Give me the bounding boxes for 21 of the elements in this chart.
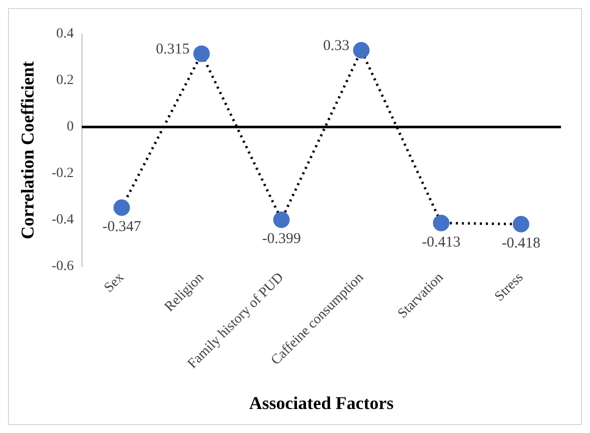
y-axis-title: Correlation Coefficient: [17, 61, 38, 240]
y-tick-label: -0.4: [52, 212, 74, 228]
data-label: -0.399: [262, 231, 301, 248]
y-tick-label: -0.2: [52, 166, 74, 182]
point: [432, 214, 450, 232]
point: [113, 199, 130, 216]
point: [353, 42, 370, 59]
x-axis-title: Associated Factors: [249, 392, 394, 413]
data-label: -0.347: [102, 219, 142, 236]
data-label: -0.413: [422, 234, 461, 250]
y-tick-label: 0.2: [56, 73, 74, 88]
y-tick-label: 0: [66, 120, 74, 135]
point: [193, 46, 210, 62]
point: [273, 212, 290, 228]
data-label: 0.315: [156, 42, 190, 58]
y-tick-label: -0.6: [52, 259, 74, 274]
x-tick-label: Sex: [102, 270, 128, 296]
data-label: 0.33: [323, 38, 350, 54]
data-label: -0.418: [502, 236, 540, 252]
point: [512, 216, 530, 232]
y-tick-label: 0.4: [56, 26, 74, 42]
